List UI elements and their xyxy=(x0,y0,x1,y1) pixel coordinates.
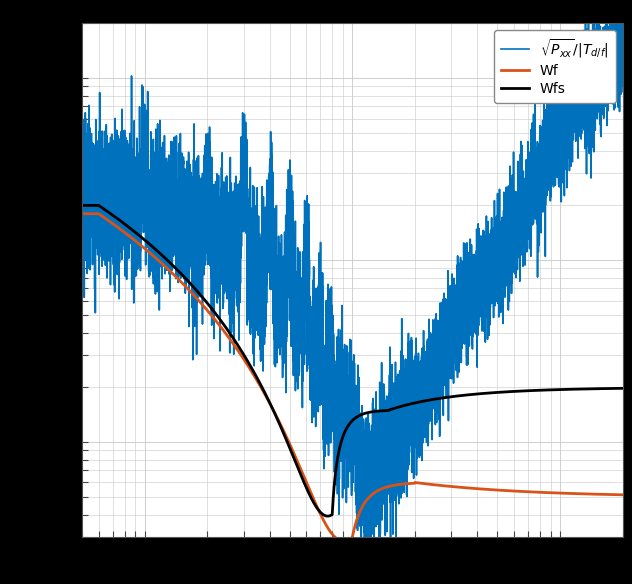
$\sqrt{P_{xx}}/|T_{d/f}|$ xyxy=(479,258,487,265)
Line: Wf: Wf xyxy=(82,214,623,541)
Wfs xyxy=(508,388,516,395)
Line: $\sqrt{P_{xx}}/|T_{d/f}|$: $\sqrt{P_{xx}}/|T_{d/f}|$ xyxy=(82,0,623,584)
Wfs xyxy=(78,202,86,209)
Wf xyxy=(398,481,406,488)
$\sqrt{P_{xx}}/|T_{d/f}|$ xyxy=(398,346,406,353)
Wfs xyxy=(619,385,626,392)
Wfs xyxy=(422,397,429,404)
Wfs xyxy=(479,390,487,397)
$\sqrt{P_{xx}}/|T_{d/f}|$ xyxy=(106,212,113,219)
Wf xyxy=(106,218,113,225)
$\sqrt{P_{xx}}/|T_{d/f}|$ xyxy=(422,433,429,440)
Wf xyxy=(339,538,347,545)
Wfs xyxy=(398,402,406,409)
$\sqrt{P_{xx}}/|T_{d/f}|$ xyxy=(619,6,626,13)
Wf xyxy=(78,210,86,217)
Legend: $\sqrt{P_{xx}}/|T_{d/f}|$, Wf, Wfs: $\sqrt{P_{xx}}/|T_{d/f}|$, Wf, Wfs xyxy=(494,30,616,103)
Wfs xyxy=(324,513,331,520)
Wf xyxy=(619,491,626,498)
Wf xyxy=(422,480,429,487)
$\sqrt{P_{xx}}/|T_{d/f}|$ xyxy=(274,265,282,272)
Wfs xyxy=(106,209,113,216)
$\sqrt{P_{xx}}/|T_{d/f}|$ xyxy=(508,234,516,241)
Wfs xyxy=(274,416,282,423)
Line: Wfs: Wfs xyxy=(82,206,623,516)
Wf xyxy=(508,488,516,495)
Wf xyxy=(274,415,282,422)
$\sqrt{P_{xx}}/|T_{d/f}|$ xyxy=(78,233,86,240)
Wf xyxy=(479,485,487,492)
